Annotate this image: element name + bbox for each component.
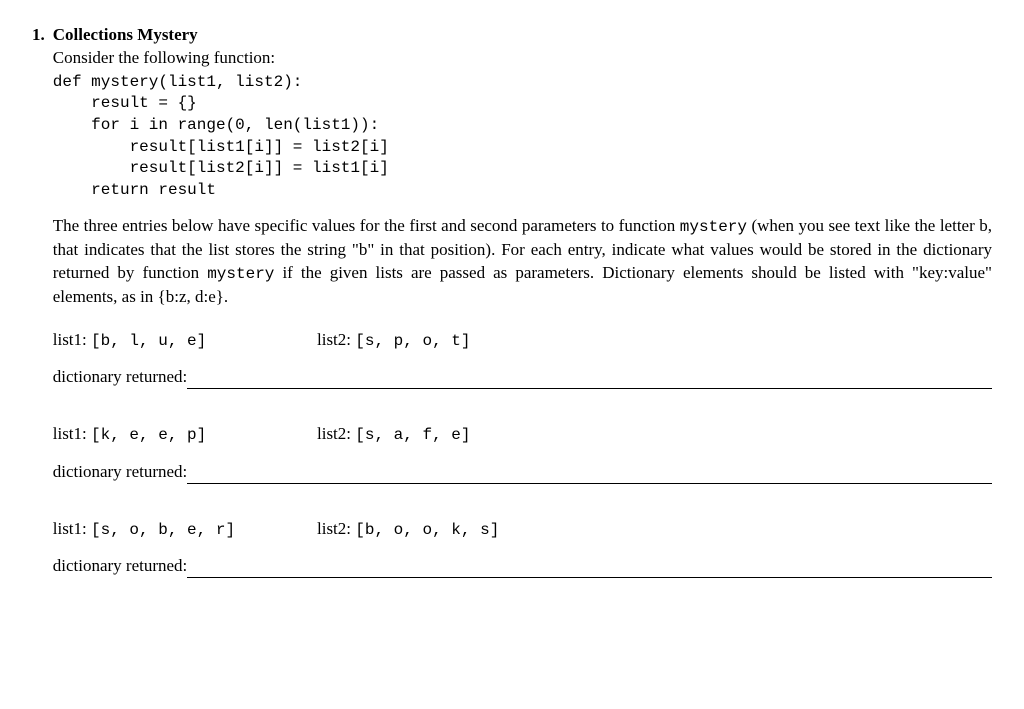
list1-value: [b, l, u, e]	[91, 332, 206, 350]
para-part-1: The three entries below have specific va…	[53, 216, 680, 235]
mono-mystery-2: mystery	[207, 265, 274, 283]
entry-3: list1: [s, o, b, e, r] list2: [b, o, o, …	[53, 518, 992, 579]
returned-label: dictionary returned:	[53, 461, 188, 484]
list2-cell: list2: [s, p, o, t]	[317, 329, 470, 353]
list1-value: [s, o, b, e, r]	[91, 521, 235, 539]
returned-row: dictionary returned:	[53, 366, 992, 389]
list2-cell: list2: [b, o, o, k, s]	[317, 518, 499, 542]
answer-blank[interactable]	[187, 467, 992, 483]
question-marker: 1.	[32, 24, 45, 47]
lists-row: list1: [b, l, u, e] list2: [s, p, o, t]	[53, 329, 992, 353]
entry-1: list1: [b, l, u, e] list2: [s, p, o, t] …	[53, 329, 992, 390]
lists-row: list1: [k, e, e, p] list2: [s, a, f, e]	[53, 423, 992, 447]
list1-value: [k, e, e, p]	[91, 426, 206, 444]
list2-value: [s, p, o, t]	[355, 332, 470, 350]
list1-cell: list1: [b, l, u, e]	[53, 329, 313, 353]
question-content: Collections Mystery Consider the followi…	[53, 24, 992, 612]
lists-row: list1: [s, o, b, e, r] list2: [b, o, o, …	[53, 518, 992, 542]
returned-label: dictionary returned:	[53, 555, 188, 578]
question-title: Collections Mystery	[53, 24, 992, 47]
entry-2: list1: [k, e, e, p] list2: [s, a, f, e] …	[53, 423, 992, 484]
list1-label: list1:	[53, 330, 91, 349]
code-block: def mystery(list1, list2): result = {} f…	[53, 72, 992, 202]
explanation-paragraph: The three entries below have specific va…	[53, 215, 992, 308]
question-block: 1. Collections Mystery Consider the foll…	[32, 24, 992, 612]
returned-row: dictionary returned:	[53, 461, 992, 484]
list1-cell: list1: [s, o, b, e, r]	[53, 518, 313, 542]
list2-label: list2:	[317, 424, 355, 443]
list2-value: [b, o, o, k, s]	[355, 521, 499, 539]
list2-label: list2:	[317, 330, 355, 349]
list1-label: list1:	[53, 424, 91, 443]
list2-label: list2:	[317, 519, 355, 538]
list1-label: list1:	[53, 519, 91, 538]
returned-label: dictionary returned:	[53, 366, 188, 389]
intro-text: Consider the following function:	[53, 47, 992, 70]
mono-mystery-1: mystery	[680, 218, 747, 236]
answer-blank[interactable]	[187, 373, 992, 389]
answer-blank[interactable]	[187, 562, 992, 578]
list2-value: [s, a, f, e]	[355, 426, 470, 444]
list1-cell: list1: [k, e, e, p]	[53, 423, 313, 447]
returned-row: dictionary returned:	[53, 555, 992, 578]
list2-cell: list2: [s, a, f, e]	[317, 423, 470, 447]
